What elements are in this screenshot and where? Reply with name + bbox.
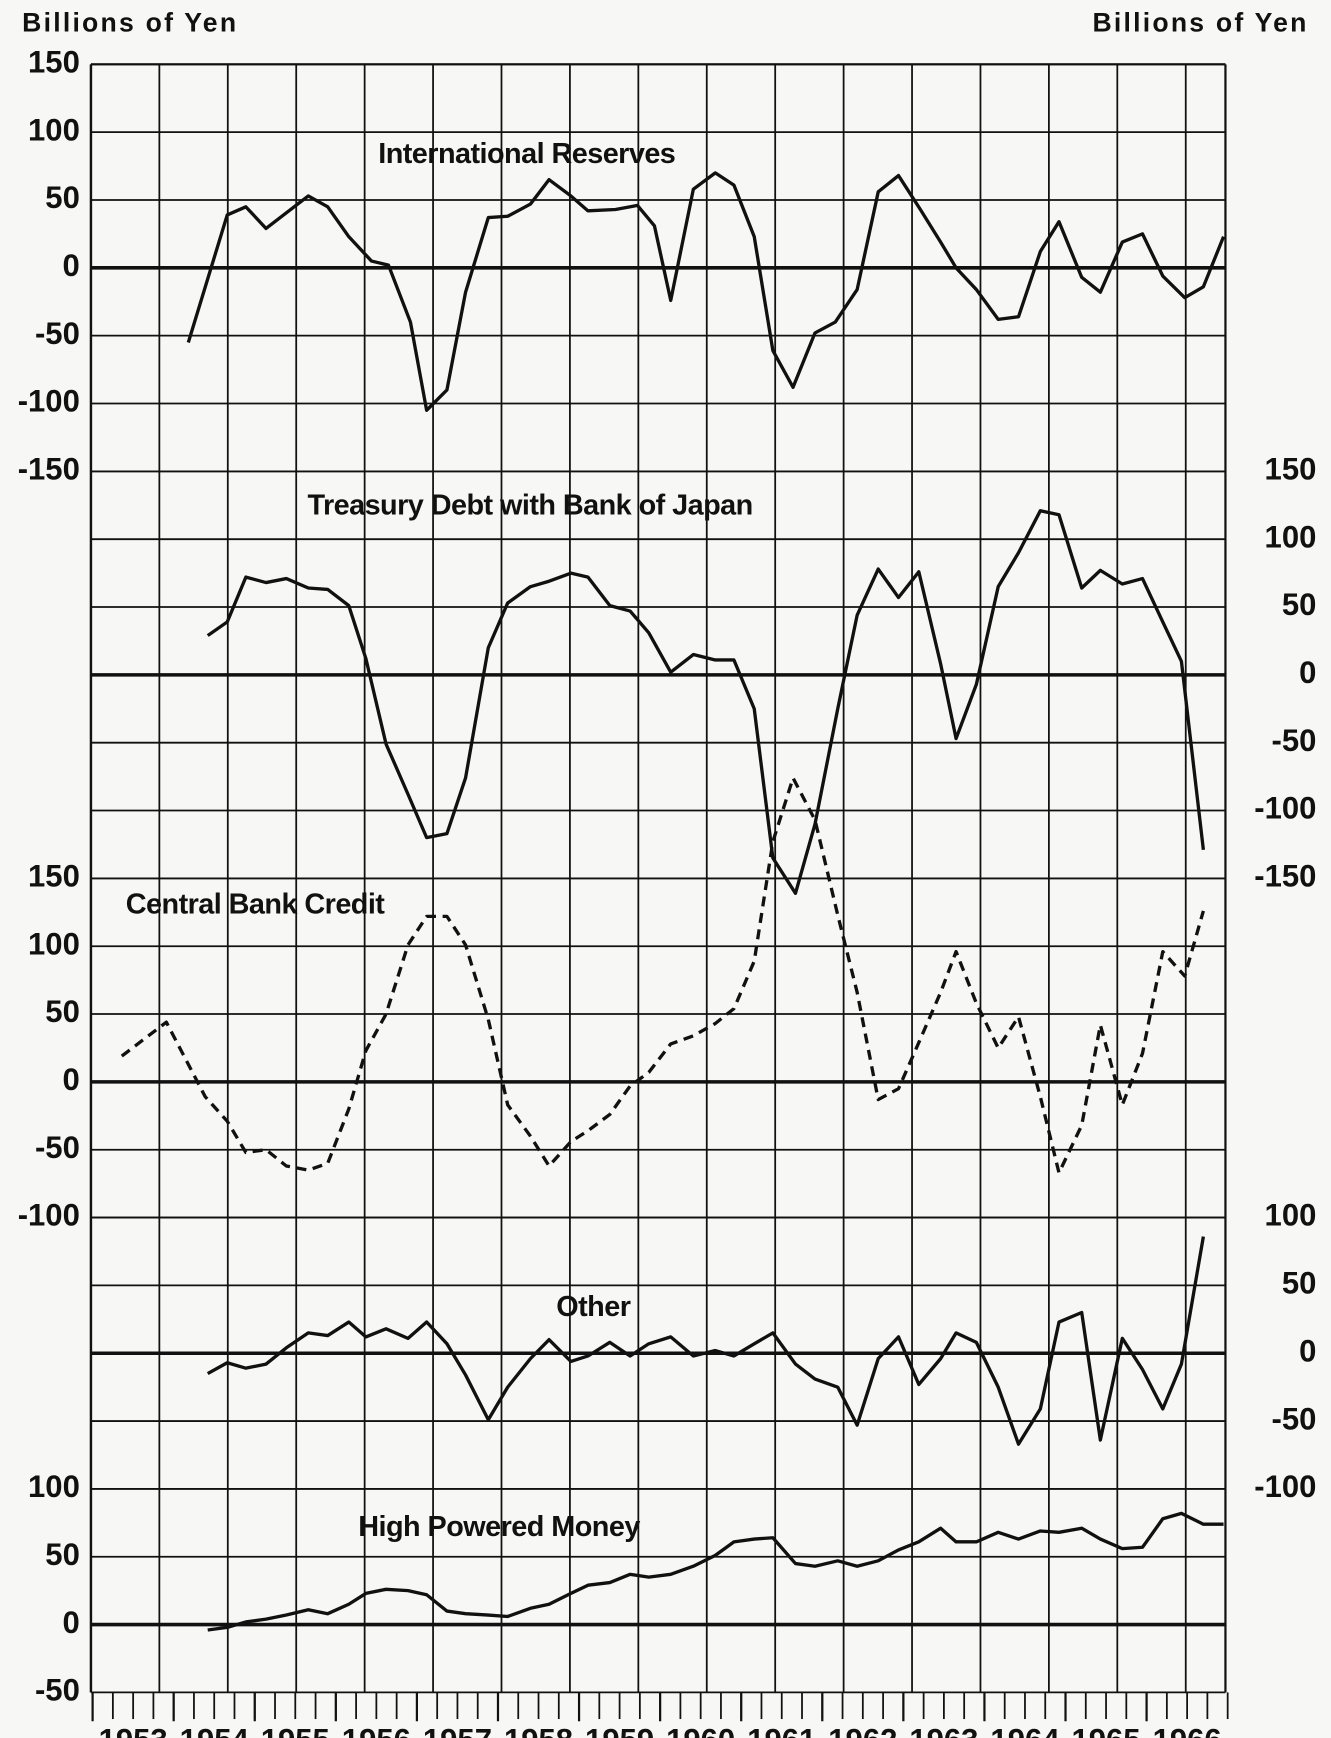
y-tick-label: 50 xyxy=(45,1537,80,1572)
y-tick-label: -50 xyxy=(35,1673,80,1708)
y-tick-label: 150 xyxy=(28,45,80,80)
data-line xyxy=(206,1236,1206,1446)
y-tick-label: -50 xyxy=(1272,723,1317,758)
x-tick-label: 1965 xyxy=(1072,1723,1141,1738)
x-tick-label: 1963 xyxy=(909,1723,978,1738)
x-tick-label: 1954 xyxy=(180,1723,250,1738)
y-tick-label: -50 xyxy=(1272,1401,1317,1436)
y-tick-label: 100 xyxy=(1265,1198,1317,1233)
x-tick-label: 1953 xyxy=(99,1723,168,1738)
x-tick-label: 1958 xyxy=(504,1723,573,1738)
y-tick-label: 0 xyxy=(63,1062,80,1097)
x-tick-label: 1962 xyxy=(828,1723,897,1738)
y-tick-label: 50 xyxy=(45,994,80,1029)
x-tick-label: 1955 xyxy=(261,1723,330,1738)
x-tick-label: 1957 xyxy=(423,1723,492,1738)
panel-title: Treasury Debt with Bank of Japan xyxy=(307,489,752,521)
panel-title: International Reserves xyxy=(378,138,675,170)
y-tick-label: -100 xyxy=(1254,791,1316,826)
y-tick-label: 100 xyxy=(1265,519,1317,554)
y-tick-label: 150 xyxy=(1265,452,1317,487)
panel-title: Other xyxy=(556,1291,630,1323)
y-tick-label: 100 xyxy=(28,926,80,961)
y-tick-label: 50 xyxy=(45,180,80,215)
y-axis-label: Billions of Yen xyxy=(22,7,238,37)
y-tick-label: -50 xyxy=(35,316,80,351)
x-tick-label: 1964 xyxy=(990,1723,1060,1738)
data-line xyxy=(207,1511,1224,1632)
y-tick-label: -100 xyxy=(18,384,80,419)
y-tick-label: 100 xyxy=(28,1469,80,1504)
y-tick-label: -100 xyxy=(1254,1469,1316,1504)
y-tick-label: 0 xyxy=(63,248,80,283)
y-tick-label: -50 xyxy=(35,1130,80,1165)
y-tick-label: -150 xyxy=(1254,859,1316,894)
y-tick-label: -100 xyxy=(18,1198,80,1233)
y-tick-label: 50 xyxy=(1282,1266,1317,1301)
x-tick-label: 1959 xyxy=(585,1723,654,1738)
x-tick-label: 1956 xyxy=(342,1723,411,1738)
y-tick-label: 100 xyxy=(28,112,80,147)
panel-title: Central Bank Credit xyxy=(126,889,386,921)
x-tick-label: 1960 xyxy=(666,1723,735,1738)
data-line xyxy=(206,509,1206,895)
data-line xyxy=(186,171,1226,412)
y-tick-label: 0 xyxy=(1299,655,1316,690)
x-tick-label: 1966 xyxy=(1153,1723,1222,1738)
y-tick-label: 0 xyxy=(63,1605,80,1640)
data-line xyxy=(120,776,1205,1175)
y-tick-label: 150 xyxy=(28,859,80,894)
y-tick-label: 0 xyxy=(1299,1333,1316,1368)
y-axis-label: Billions of Yen xyxy=(1092,7,1308,37)
x-tick-label: 1961 xyxy=(747,1723,816,1738)
chart-body: 150 100 50 0 -50 -100 -150 International Reserv… xyxy=(18,7,1317,1738)
panel-title: High Powered Money xyxy=(358,1511,640,1543)
y-tick-label: -150 xyxy=(18,452,80,487)
y-tick-label: 50 xyxy=(1282,587,1317,622)
